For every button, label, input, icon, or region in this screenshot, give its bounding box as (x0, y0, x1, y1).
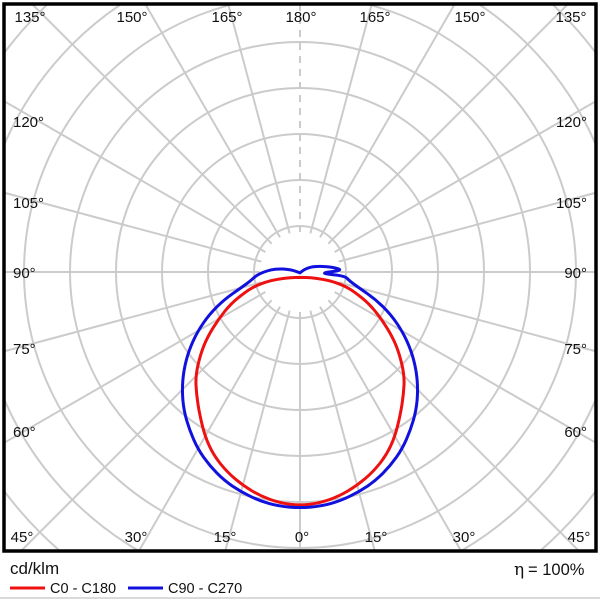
grid-radial (338, 281, 595, 352)
efficiency-readout: η = 100% (514, 560, 585, 580)
gamma-angle-label: 45° (11, 529, 34, 546)
curve-c0-c180 (194, 275, 406, 507)
legend-label-c90-c270: C90 - C270 (168, 581, 242, 597)
grid-radial (309, 5, 373, 234)
gamma-angle-label: 60° (13, 424, 36, 441)
legend: C0 - C180 C90 - C270 (10, 581, 242, 597)
gamma-angle-label: 30° (125, 529, 148, 546)
grid-radial (338, 192, 595, 263)
gamma-angle-label: 150° (454, 9, 485, 26)
gamma-angle-label: 120° (13, 114, 44, 131)
gamma-angle-label: 90° (564, 265, 587, 282)
gamma-angle-label: 135° (555, 9, 586, 26)
grid-radial (138, 306, 281, 550)
gamma-angle-label: 105° (556, 195, 587, 212)
gamma-angle-label: 180° (285, 9, 316, 26)
legend-label-c0-c180: C0 - C180 (50, 581, 116, 597)
grid-radial (21, 299, 273, 550)
gamma-angle-label: 75° (564, 341, 587, 358)
grid-radial (5, 291, 266, 444)
grid-radial (334, 100, 595, 253)
gamma-angle-label: 90° (13, 265, 36, 282)
gamma-angle-labels: 135° 150° 165° 180° 165° 150° 135° 120° 105° 90° 7… (11, 9, 591, 546)
grid-radial (319, 5, 456, 238)
curve-c90-c270 (180, 264, 420, 510)
grid-radial (32, 5, 273, 245)
grid-radial (144, 5, 281, 238)
gamma-angle-label: 45° (568, 529, 591, 546)
gamma-angle-label: 105° (13, 195, 44, 212)
efficiency-symbol: η (514, 560, 524, 580)
gamma-angle-label: 165° (211, 9, 242, 26)
page-bottom-rule (0, 597, 600, 599)
gamma-angle-label: 60° (564, 424, 587, 441)
gamma-angle-label: 15° (365, 529, 388, 546)
plot-border (2, 2, 598, 553)
gamma-angle-label: 75° (13, 341, 36, 358)
grid-radial (334, 291, 595, 444)
unit-label: cd/klm (10, 559, 59, 578)
efficiency-value: = 100% (528, 561, 585, 579)
grid-radial (5, 100, 266, 253)
grid-radial (5, 281, 262, 352)
gamma-angle-label: 30° (453, 529, 476, 546)
gamma-angle-label: 0° (295, 529, 309, 546)
gamma-angle-label: 150° (116, 9, 147, 26)
grid-radial (327, 299, 579, 550)
grid-radial (319, 306, 462, 550)
grid-radial (5, 192, 262, 263)
grid-radial (224, 310, 291, 550)
intensity-curves (180, 264, 420, 510)
gamma-angle-label: 135° (14, 9, 45, 26)
grid-radial (309, 310, 376, 550)
grid-radial (227, 5, 291, 234)
grid-radial (327, 5, 568, 245)
gamma-angle-label: 15° (214, 529, 237, 546)
gamma-angle-label: 165° (359, 9, 390, 26)
gamma-angle-label: 120° (556, 114, 587, 131)
